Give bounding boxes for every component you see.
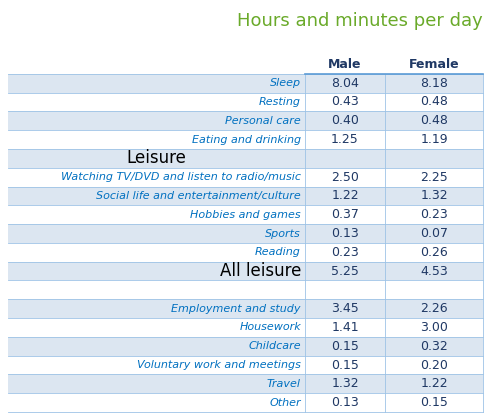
Text: 1.22: 1.22: [331, 189, 359, 202]
Text: 2.50: 2.50: [331, 171, 359, 183]
Text: 1.41: 1.41: [331, 321, 359, 334]
Bar: [8, 374, 483, 393]
Text: 0.15: 0.15: [331, 359, 359, 372]
Text: Hours and minutes per day: Hours and minutes per day: [237, 12, 483, 30]
Bar: [305, 55, 385, 74]
Bar: [8, 55, 305, 74]
Text: Resting: Resting: [259, 97, 301, 107]
Text: 0.26: 0.26: [420, 246, 448, 259]
Bar: [8, 149, 483, 168]
Text: 3.00: 3.00: [420, 321, 448, 334]
Bar: [8, 299, 483, 318]
Text: All leisure: All leisure: [219, 262, 301, 280]
Bar: [8, 93, 483, 111]
Text: Leisure: Leisure: [127, 149, 187, 167]
Bar: [8, 130, 483, 149]
Text: 1.22: 1.22: [420, 377, 448, 390]
Text: 0.32: 0.32: [420, 340, 448, 353]
Text: 0.13: 0.13: [331, 227, 359, 240]
Text: 1.25: 1.25: [331, 133, 359, 146]
Text: Social life and entertainment/culture: Social life and entertainment/culture: [96, 191, 301, 201]
Text: Personal care: Personal care: [225, 116, 301, 126]
Bar: [8, 74, 483, 93]
Bar: [8, 356, 483, 374]
Text: 0.23: 0.23: [331, 246, 359, 259]
Text: Housework: Housework: [239, 322, 301, 332]
Text: 3.45: 3.45: [331, 302, 359, 315]
Text: Sports: Sports: [265, 229, 301, 239]
Text: 4.53: 4.53: [420, 264, 448, 278]
Text: 8.18: 8.18: [420, 77, 448, 90]
Bar: [8, 168, 483, 186]
Text: Watching TV/DVD and listen to radio/music: Watching TV/DVD and listen to radio/musi…: [61, 172, 301, 182]
Text: 1.32: 1.32: [420, 189, 448, 202]
Text: 0.15: 0.15: [420, 396, 448, 409]
Bar: [8, 186, 483, 205]
Text: Male: Male: [328, 58, 362, 71]
Text: 0.40: 0.40: [331, 114, 359, 127]
Text: Sleep: Sleep: [270, 78, 301, 88]
Text: Travel: Travel: [267, 379, 301, 389]
Text: 2.26: 2.26: [420, 302, 448, 315]
Text: 0.37: 0.37: [331, 208, 359, 221]
Text: 0.48: 0.48: [420, 114, 448, 127]
Text: 8.04: 8.04: [331, 77, 359, 90]
Text: 0.07: 0.07: [420, 227, 448, 240]
Text: Eating and drinking: Eating and drinking: [192, 135, 301, 145]
Text: Female: Female: [409, 58, 459, 71]
Bar: [385, 55, 483, 74]
Text: 0.23: 0.23: [420, 208, 448, 221]
Bar: [8, 393, 483, 412]
Bar: [8, 337, 483, 356]
Bar: [8, 205, 483, 224]
Text: Childcare: Childcare: [248, 341, 301, 351]
Bar: [8, 281, 483, 299]
Bar: [8, 224, 483, 243]
Text: 0.43: 0.43: [331, 95, 359, 108]
Text: 1.19: 1.19: [420, 133, 448, 146]
Text: Other: Other: [270, 397, 301, 407]
Text: Employment and study: Employment and study: [171, 304, 301, 314]
Text: 0.48: 0.48: [420, 95, 448, 108]
Bar: [8, 243, 483, 262]
Text: 2.25: 2.25: [420, 171, 448, 183]
Text: Reading: Reading: [255, 247, 301, 257]
Text: 0.13: 0.13: [331, 396, 359, 409]
Bar: [8, 318, 483, 337]
Text: 0.15: 0.15: [331, 340, 359, 353]
Text: 5.25: 5.25: [331, 264, 359, 278]
Bar: [8, 262, 483, 281]
Text: 0.20: 0.20: [420, 359, 448, 372]
Bar: [8, 111, 483, 130]
Text: Hobbies and games: Hobbies and games: [191, 210, 301, 220]
Text: 1.32: 1.32: [331, 377, 359, 390]
Text: Voluntary work and meetings: Voluntary work and meetings: [137, 360, 301, 370]
